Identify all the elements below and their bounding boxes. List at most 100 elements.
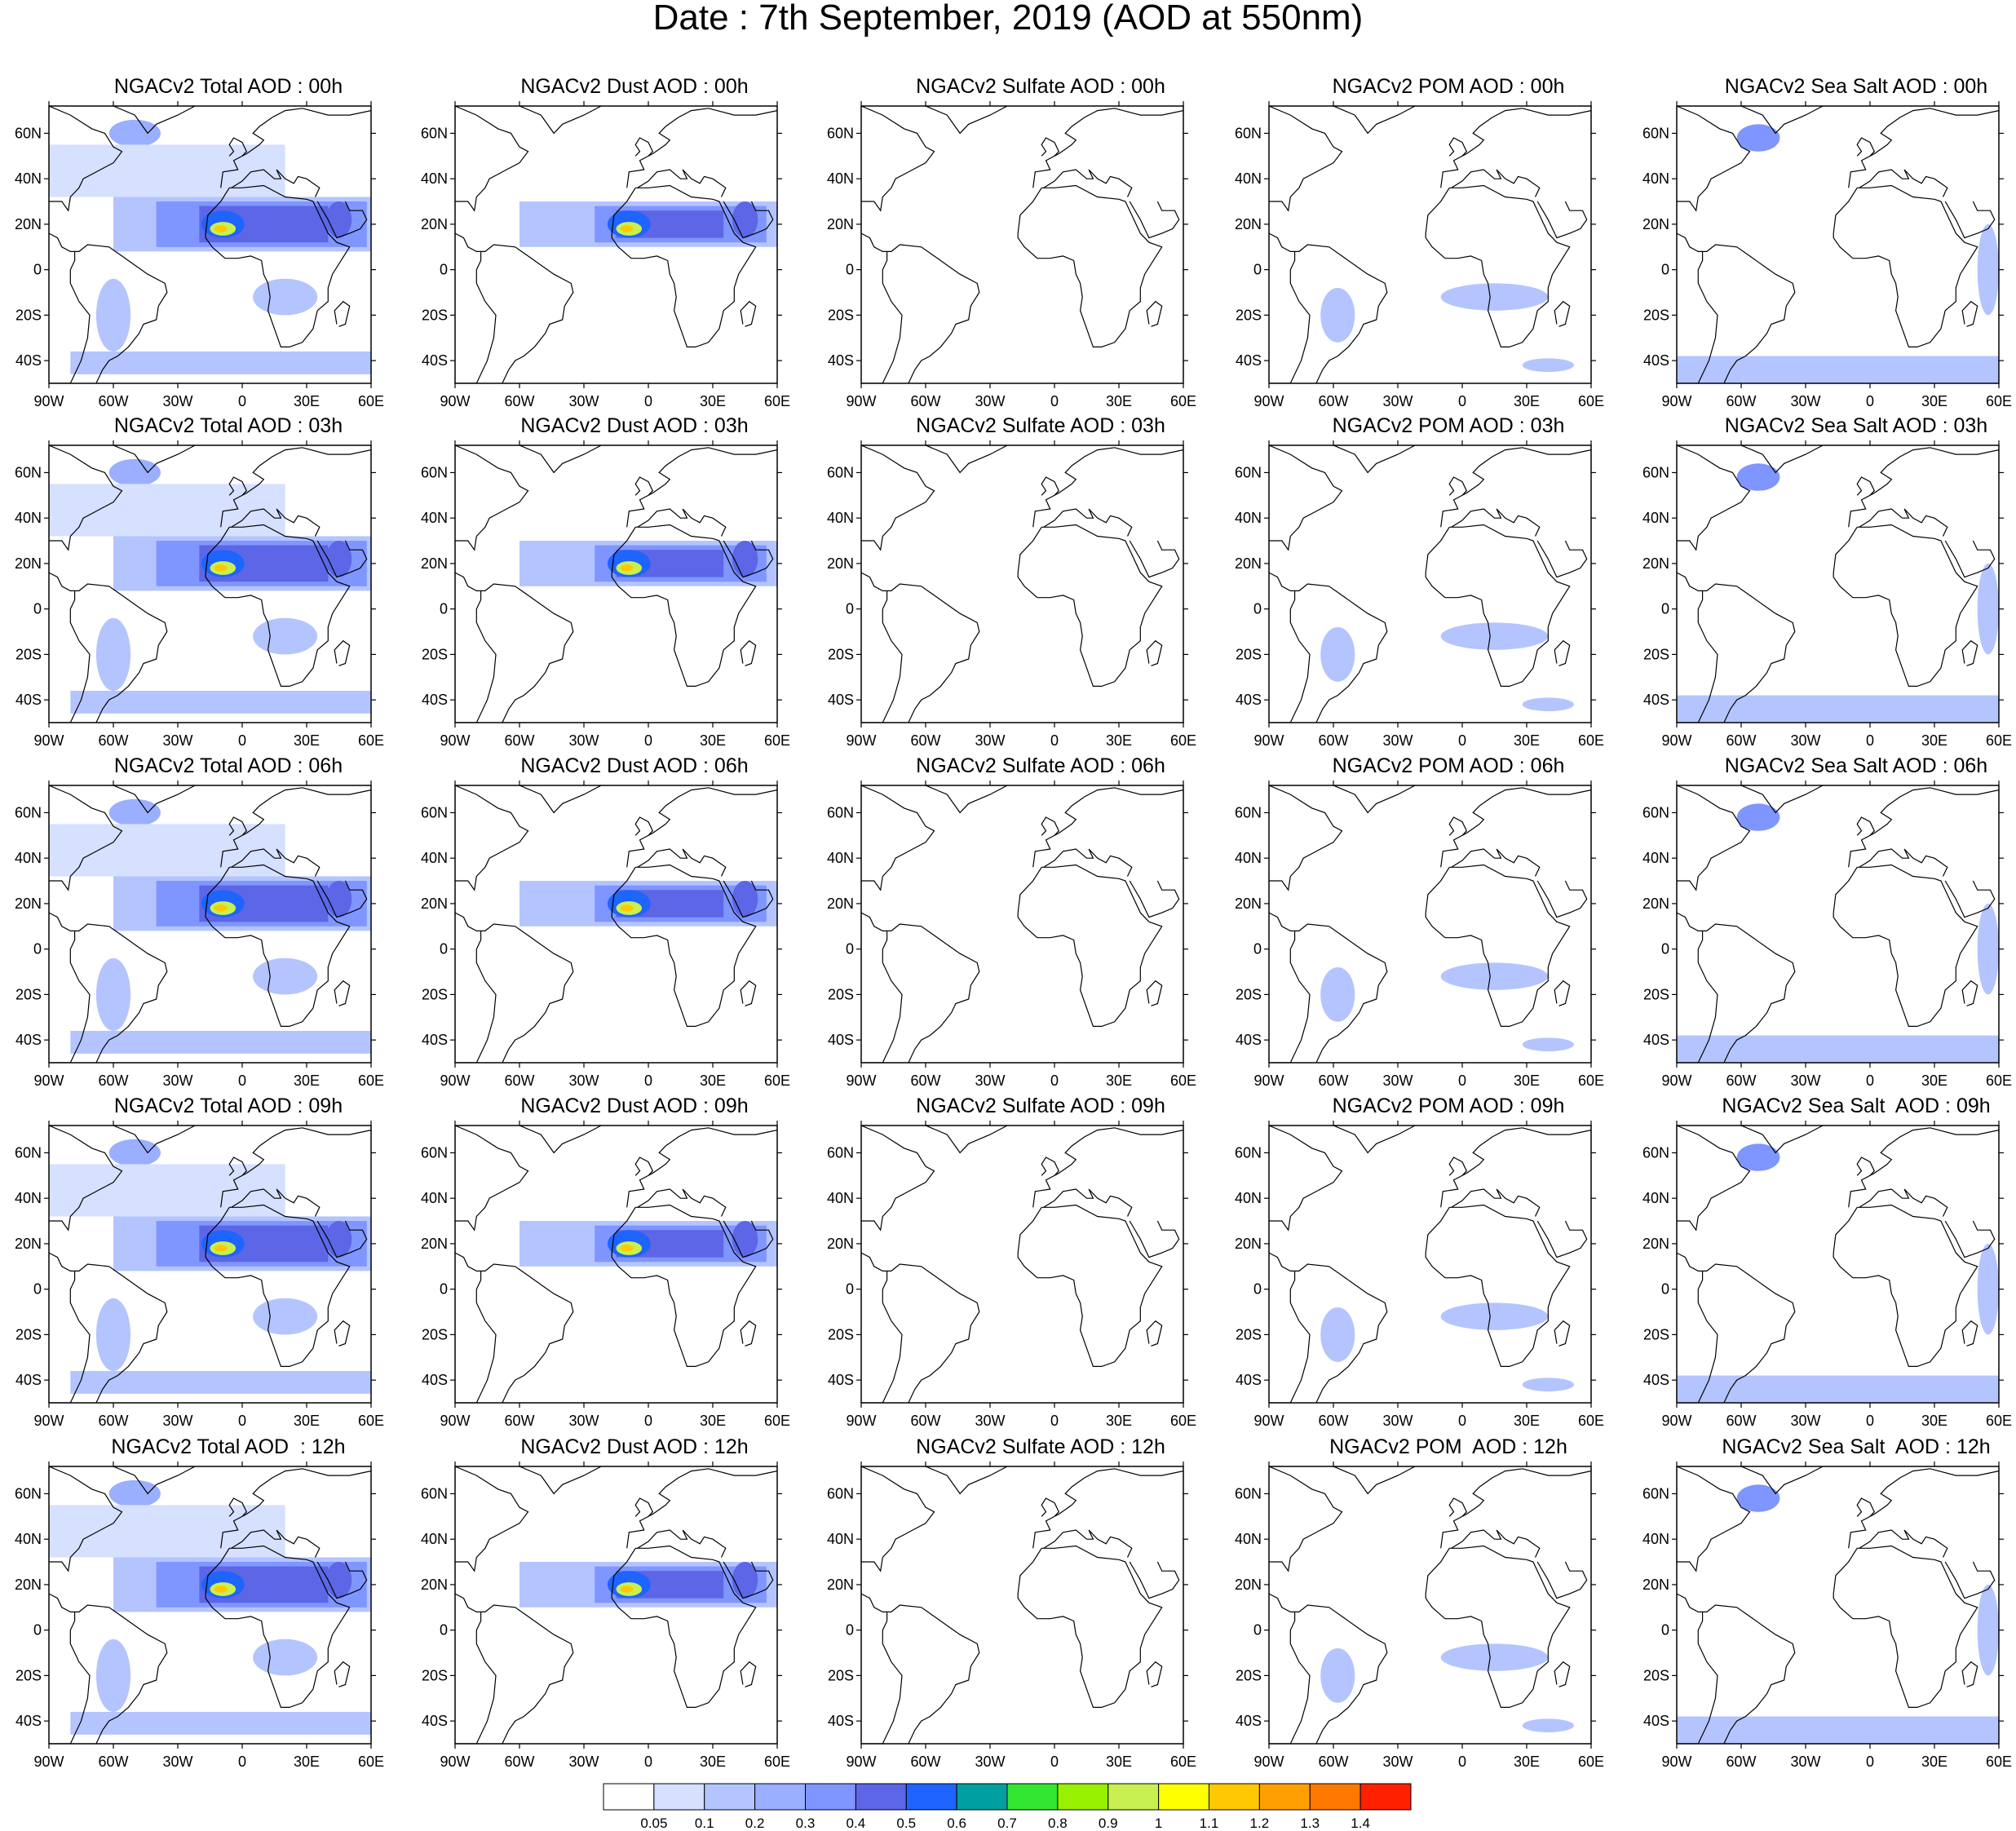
- coastline: [1856, 1157, 1876, 1176]
- lat-tick-label: 40S: [422, 692, 448, 708]
- coastline: [316, 1561, 368, 1599]
- map-plot: 60N 40N 20N 0 20S 40S 90W 60W 30W 0 30E 60E: [1642, 1121, 2012, 1429]
- lon-tick-label: 0: [1866, 732, 1874, 749]
- lon-tick-label: 30W: [162, 1413, 192, 1429]
- lon-tick-label: 30E: [294, 1754, 320, 1770]
- lat-tick-label: 40N: [15, 510, 42, 526]
- lon-tick-label: 30E: [1514, 1413, 1540, 1429]
- lon-tick-label: 0: [1050, 1754, 1059, 1770]
- lat-tick-label: 0: [1253, 941, 1262, 958]
- coastline: [925, 445, 1008, 474]
- map-frame: [1268, 105, 1592, 384]
- lat-tick-label: 20N: [1235, 1577, 1262, 1593]
- colorbar-label: 0.6: [947, 1816, 966, 1831]
- coastline: [113, 445, 196, 474]
- coastline: [1017, 524, 1163, 687]
- panel-title: NGACv2 POM AOD : 12h: [1329, 1435, 1567, 1458]
- lat-tick-label: 40N: [1235, 170, 1262, 187]
- lon-tick-label: 60W: [1318, 393, 1348, 409]
- coastline: [334, 980, 351, 1006]
- lat-tick-label: 40S: [15, 1713, 42, 1729]
- lat-tick-label: 40N: [15, 850, 42, 866]
- coastline: [1333, 785, 1416, 814]
- coastline: [113, 1126, 196, 1154]
- lat-tick-label: 20S: [828, 1326, 854, 1342]
- coastline: [626, 108, 777, 188]
- lon-tick-label: 30E: [1106, 1073, 1132, 1089]
- aod-shading: [70, 351, 371, 374]
- lat-tick-label: 40N: [827, 1190, 854, 1206]
- lon-tick-label: 0: [1050, 732, 1059, 749]
- coastline: [205, 524, 351, 687]
- coastline: [637, 508, 727, 537]
- coastline: [1043, 169, 1133, 197]
- coastline: [475, 1612, 497, 1744]
- panel-title: NGACv2 Dust AOD : 09h: [520, 1095, 749, 1117]
- coastline: [1269, 1466, 1343, 1572]
- lon-tick-label: 30W: [162, 732, 192, 749]
- panel-title: NGACv2 Total AOD : 12h: [111, 1435, 346, 1458]
- coastline: [861, 106, 935, 212]
- coastline: [1961, 639, 1978, 666]
- map-frame: [860, 785, 1184, 1064]
- lat-tick-label: 40N: [1642, 510, 1669, 526]
- colorbar-swatch: [956, 1783, 1008, 1811]
- lon-tick-label: 60E: [358, 393, 384, 409]
- coastline: [49, 445, 123, 551]
- coastline: [1536, 540, 1588, 578]
- coastline: [1451, 1529, 1541, 1558]
- lat-tick-label: 40N: [827, 170, 854, 187]
- lat-tick-label: 20N: [15, 896, 42, 912]
- lat-tick-label: 60N: [421, 125, 448, 141]
- coastline: [1032, 447, 1183, 528]
- lat-tick-label: 20N: [1642, 1236, 1669, 1252]
- colorbar-label: 1.3: [1300, 1816, 1320, 1831]
- coastline: [231, 1188, 321, 1217]
- coastline: [1425, 524, 1571, 687]
- lon-tick-label: 90W: [846, 732, 876, 749]
- coastline: [882, 590, 903, 723]
- lon-tick-label: 30W: [1382, 1413, 1413, 1429]
- map-plot: 60N 40N 20N 0 20S 40S 90W 60W 30W 0 30E 60E: [421, 1462, 790, 1770]
- coastline: [49, 1252, 168, 1403]
- coastline: [925, 1126, 1008, 1154]
- coastline: [1451, 508, 1541, 537]
- lon-tick-label: 60W: [1726, 1413, 1756, 1429]
- lat-tick-label: 0: [846, 1281, 854, 1298]
- lon-tick-label: 30E: [1921, 1413, 1947, 1429]
- lat-tick-label: 40N: [421, 850, 448, 866]
- aod-shading: [70, 1370, 371, 1394]
- lat-tick-label: 0: [33, 262, 42, 278]
- coastline: [1848, 447, 1999, 528]
- lat-tick-label: 20S: [1236, 986, 1262, 1002]
- aod-shading: [620, 564, 634, 572]
- lat-tick-label: 0: [440, 262, 448, 278]
- lon-tick-label: 60E: [764, 732, 790, 749]
- coastline: [1833, 1545, 1978, 1708]
- coastline: [1017, 1545, 1163, 1708]
- map-frame: [1268, 1466, 1592, 1745]
- aod-shading: [1320, 1307, 1355, 1362]
- colorbar-label: 0.2: [745, 1816, 765, 1831]
- colorbar-label: 1.1: [1200, 1816, 1219, 1831]
- lon-tick-label: 30W: [162, 1073, 192, 1089]
- panel-title: NGACv2 POM AOD : 03h: [1332, 414, 1565, 437]
- coastline: [69, 1612, 91, 1744]
- lon-tick-label: 30W: [568, 393, 599, 409]
- coastline: [1043, 848, 1133, 877]
- lat-tick-label: 40N: [1235, 1190, 1262, 1206]
- coastline: [220, 787, 371, 868]
- lat-tick-label: 20N: [1235, 555, 1262, 572]
- lon-tick-label: 30E: [700, 1754, 726, 1770]
- lon-tick-label: 60W: [504, 1754, 534, 1770]
- lat-tick-label: 40N: [1642, 170, 1669, 187]
- coastline: [1536, 1561, 1588, 1599]
- coastline: [1032, 1468, 1183, 1549]
- coastline: [1448, 476, 1468, 496]
- coastline: [740, 1320, 757, 1347]
- coastline: [1289, 931, 1311, 1063]
- lon-tick-label: 60W: [1726, 732, 1756, 749]
- lon-tick-label: 60E: [764, 1073, 790, 1089]
- lat-tick-label: 40N: [1642, 1531, 1669, 1547]
- coastline: [519, 1466, 602, 1495]
